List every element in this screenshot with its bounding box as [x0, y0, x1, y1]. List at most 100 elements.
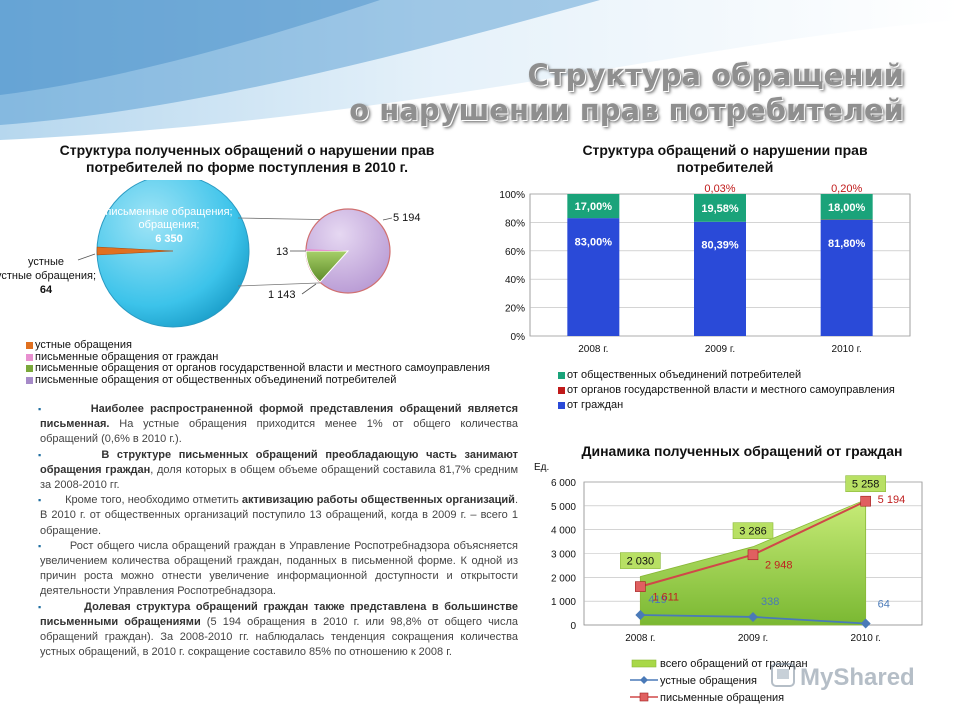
line-oral-point: [635, 610, 646, 621]
line-legend-label: устные обращения: [660, 675, 757, 687]
bar-legend-item: от органов государственной власти и мест…: [558, 383, 895, 398]
area-data-label: 3 286: [739, 526, 767, 538]
bar-legend-label: от органов государственной власти и мест…: [567, 384, 895, 396]
line-y-unit-label: Ед.: [534, 462, 549, 473]
bar-data-label: 81,80%: [828, 238, 866, 250]
bar-legend-item: от общественных объединений потребителей: [558, 368, 895, 383]
line-x-tick-label: 2010 г.: [851, 633, 881, 644]
pie-legend-label: письменные обращения от органов государс…: [35, 362, 490, 374]
line-y-tick-label: 3 000: [551, 550, 576, 561]
bullet-text: (5 194 обращения в 2010 г. или 98,8% от …: [40, 615, 518, 659]
bullet-text: Кроме того, необходимо отметить: [65, 494, 242, 507]
monitor-icon: [771, 663, 795, 687]
bullet-bold-text: Наиболее распространенной формой предста…: [40, 403, 518, 431]
bullet-marker-icon: ▪: [38, 495, 42, 506]
bar-x-tick-label: 2010 г.: [832, 344, 862, 355]
legend-swatch-area: [631, 659, 657, 668]
bar-segment: [567, 218, 620, 336]
line-legend-label: письменные обращения: [660, 692, 784, 704]
bar-data-label: 19,58%: [701, 203, 739, 215]
line-y-tick-label: 4 000: [551, 526, 576, 537]
bullet-bold-text: Долевая структура обращений граждан такж…: [40, 600, 518, 628]
bullet-text: , доля которых в общем объеме обращений …: [40, 463, 519, 492]
bar-y-tick-label: 60%: [505, 247, 525, 258]
pie-label-oral: устные: [28, 256, 64, 268]
line-written-data-label: 5 194: [878, 494, 906, 506]
pie-slice-gov-orgs: [306, 249, 348, 251]
pie-legend-item: письменные обращения от общественных объ…: [26, 373, 490, 387]
bullet-marker-icon: ▪: [38, 449, 42, 460]
pie-label-oral-2: устные обращения;: [0, 270, 96, 282]
area-data-label: 5 258: [852, 479, 880, 491]
line-written-data-label: 1 611: [652, 592, 679, 604]
bar-segment: [694, 221, 746, 336]
pie-legend-item: письменные обращения от граждан: [26, 351, 490, 364]
bar-legend-item: от граждан: [558, 398, 895, 413]
slide-title: Структура обращений о нарушении прав пот…: [304, 58, 904, 128]
pie-label-written: письменные обращения;: [105, 206, 232, 218]
monitor-screen: [777, 669, 789, 679]
bullet-item: ▪ Долевая структура обращений граждан та…: [38, 600, 518, 661]
area-data-label-box: [620, 552, 661, 569]
bar-legend-label: от граждан: [567, 399, 624, 411]
pie-legend-label: устные обращения: [35, 339, 132, 351]
line-chart-caption: Динамика полученных обращений от граждан: [581, 443, 903, 459]
bullet-bold-text: В структуре письменных обращений преобла…: [40, 448, 519, 476]
bar-segment: [820, 219, 873, 336]
pie-leader-citizens: [301, 283, 317, 295]
bar-y-tick-label: 0%: [511, 332, 526, 343]
area-data-label-box: [732, 522, 774, 539]
pie-chart: письменные обращения; обращения; 6 350 у…: [0, 180, 421, 328]
line-chart: Ед. 0 1 000 2 000 3 000 4 000 5 000 6 000 2 030 3…: [534, 462, 923, 644]
line-legend-label: всего обращений от граждан: [660, 658, 808, 670]
line-oral-data-label: 64: [878, 598, 890, 610]
legend-swatch: [26, 342, 33, 350]
legend-marker-oral: [640, 676, 648, 684]
pie-value-oral: 64: [40, 284, 53, 296]
bar-segment: [567, 194, 620, 219]
bar-chart-caption: Структура обращений о нарушении прав пот…: [582, 142, 868, 175]
bar-data-label: 17,00%: [575, 201, 613, 213]
legend-swatch: [26, 376, 33, 384]
bullet-text: . В 2010 г. от общественных организаций …: [40, 494, 518, 537]
line-x-tick-label: 2009 г.: [738, 633, 768, 644]
watermark-logo: MyShared: [768, 658, 938, 694]
bar-y-tick-label: 80%: [505, 218, 525, 229]
line-y-tick-label: 1 000: [551, 597, 576, 608]
bullet-text: На устные обращения приходится менее 1% …: [40, 418, 518, 446]
pie-leader-public-orgs: [382, 217, 393, 221]
bar-segment: [694, 194, 746, 222]
pie-value-gov-orgs: 13: [276, 246, 288, 258]
line-x-tick-label: 2008 г.: [625, 633, 655, 644]
pie-value-citizens: 1 143: [268, 289, 296, 301]
line-y-tick-label: 2 000: [551, 573, 576, 584]
watermark-text: MyShared: [800, 664, 915, 691]
area-data-label-box: [845, 475, 886, 492]
bullet-item: ▪ Рост общего числа обращений граждан в …: [38, 539, 518, 600]
pie-legend-label: письменные обращения от общественных объ…: [35, 373, 397, 386]
pie-slice-oral: [96, 246, 174, 256]
watermark-graphic: MyShared: [771, 663, 915, 691]
pie-slice-citizens: [305, 250, 350, 283]
bar-x-tick-label: 2008 г.: [578, 344, 608, 355]
legend-swatch: [558, 402, 565, 409]
line-written-data-label: 2 948: [765, 560, 793, 572]
area-data-label: 2 030: [627, 556, 655, 568]
legend-swatch: [558, 387, 565, 394]
line-oral-point: [748, 611, 758, 622]
line-y-tick-label: 5 000: [551, 502, 576, 513]
line-written-point: [635, 581, 646, 592]
bar-legend-label: от общественных объединений потребителей: [567, 369, 802, 381]
bar-data-label: 0,20%: [831, 183, 862, 195]
bar-x-tick-label: 2009 г.: [705, 344, 735, 355]
legend-swatch: [558, 372, 565, 379]
line-oral-point: [860, 618, 871, 629]
line-oral-data-label: 338: [761, 596, 779, 608]
pie-legend-item: устные обращения: [26, 339, 490, 352]
bar-data-label: 0,03%: [704, 183, 735, 195]
bar-chart: 0% 20% 40% 60% 80% 100% 83,00% 17,00% 2008 г. 80,…: [499, 183, 911, 355]
pie-label-written-2: обращения;: [139, 219, 200, 231]
bar-legend: от общественных объединений потребителей…: [558, 368, 895, 413]
bar-segment: [820, 194, 873, 220]
legend-swatch: [26, 353, 33, 361]
